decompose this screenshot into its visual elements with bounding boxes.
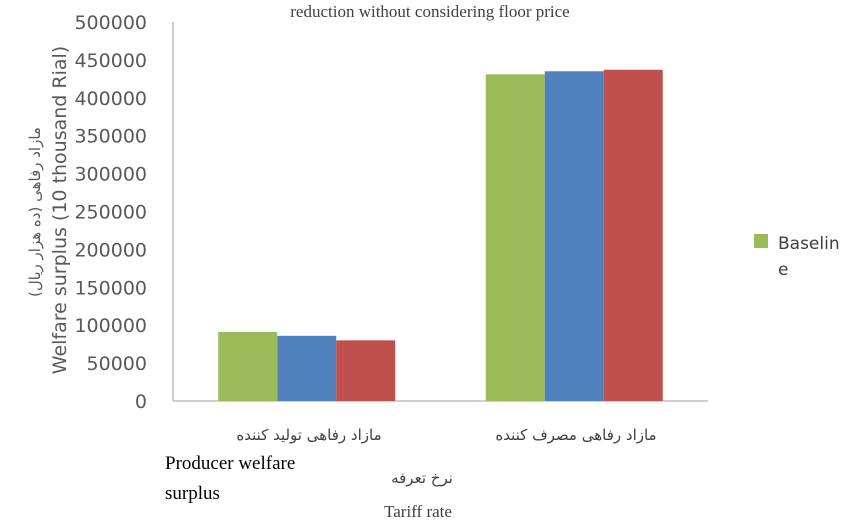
x-axis-label-en: Tariff rate [384,502,452,521]
chart-title: reduction without considering floor pric… [290,2,569,21]
y-tick-label: 450000 [74,50,147,72]
y-tick-label: 200000 [74,239,147,261]
bar [336,340,396,401]
y-tick-label: 400000 [74,88,147,110]
y-tick-label: 250000 [74,202,147,224]
y-tick-label: 300000 [74,164,147,186]
y-tick-label: 350000 [74,126,147,148]
legend-label-baseline: Baselin e [778,234,845,280]
y-tick-label: 150000 [74,277,147,299]
bar [218,332,278,401]
y-tick-label: 500000 [74,12,147,34]
bar [277,335,337,401]
legend: Baselin e [754,234,845,280]
category-label-producer-fa: مازاد رفاهی تولید کننده [236,426,381,444]
bars [218,69,663,402]
bar [544,71,604,402]
category-label-consumer-fa: مازاد رفاهی مصرف کننده [495,426,656,444]
y-axis-label-en: Welfare surplus (10 thousand Rial) [49,46,71,374]
category-label-producer-en: Producer welfare surplus [165,453,300,504]
y-axis-ticks: 0 50000 100000 150000 200000 250000 300000 3500… [74,12,147,413]
y-tick-label: 50000 [87,353,147,375]
bar [603,69,663,401]
y-axis-label-fa: مازاد رفاهی (ده هزار ریال) [26,127,44,297]
bar [485,74,545,401]
y-tick-label: 0 [135,391,147,413]
y-tick-label: 100000 [74,315,147,337]
x-axis-label-fa: نرخ تعرفه [391,469,453,487]
legend-swatch-baseline [754,234,768,248]
